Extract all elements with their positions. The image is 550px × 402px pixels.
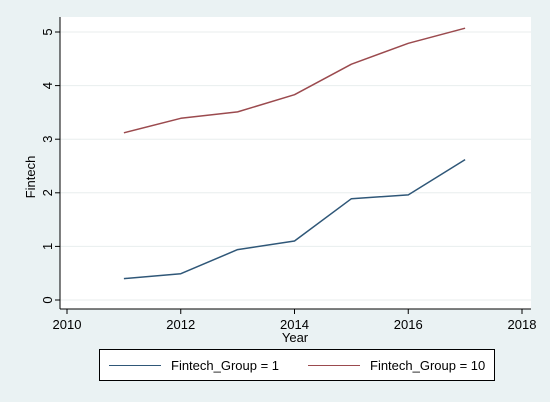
y-tick-label: 4 [40, 82, 55, 89]
x-tick-label: 2018 [508, 317, 537, 332]
x-tick-label: 2016 [394, 317, 423, 332]
plot-area [60, 17, 531, 309]
series-line-2 [123, 27, 466, 134]
y-axis-title: Fintech [23, 156, 38, 199]
legend: Fintech_Group = 1 Fintech_Group = 10 [99, 349, 495, 381]
y-tick-label: 5 [40, 28, 55, 35]
x-tick-label: 2014 [280, 317, 309, 332]
y-tick-label: 1 [40, 243, 55, 250]
legend-label: Fintech_Group = 10 [370, 357, 486, 373]
series-lines [123, 27, 466, 280]
legend-item-series-10: Fintech_Group = 10 [308, 350, 485, 380]
y-tick-label: 3 [40, 136, 55, 143]
legend-item-series-1: Fintech_Group = 1 [109, 350, 279, 380]
ticks: 0 1 2 3 4 5 2010 2012 2014 2016 2018 [40, 28, 536, 332]
series-line-1 [123, 158, 466, 280]
y-tick-label: 2 [40, 189, 55, 196]
x-tick-label: 2010 [53, 317, 82, 332]
x-axis-title: Year [282, 330, 309, 345]
x-tick-label: 2012 [166, 317, 195, 332]
legend-swatch [308, 364, 360, 366]
axes [59, 17, 531, 310]
y-tick-label: 0 [40, 296, 55, 303]
legend-swatch [109, 364, 161, 366]
legend-label: Fintech_Group = 1 [171, 357, 280, 373]
